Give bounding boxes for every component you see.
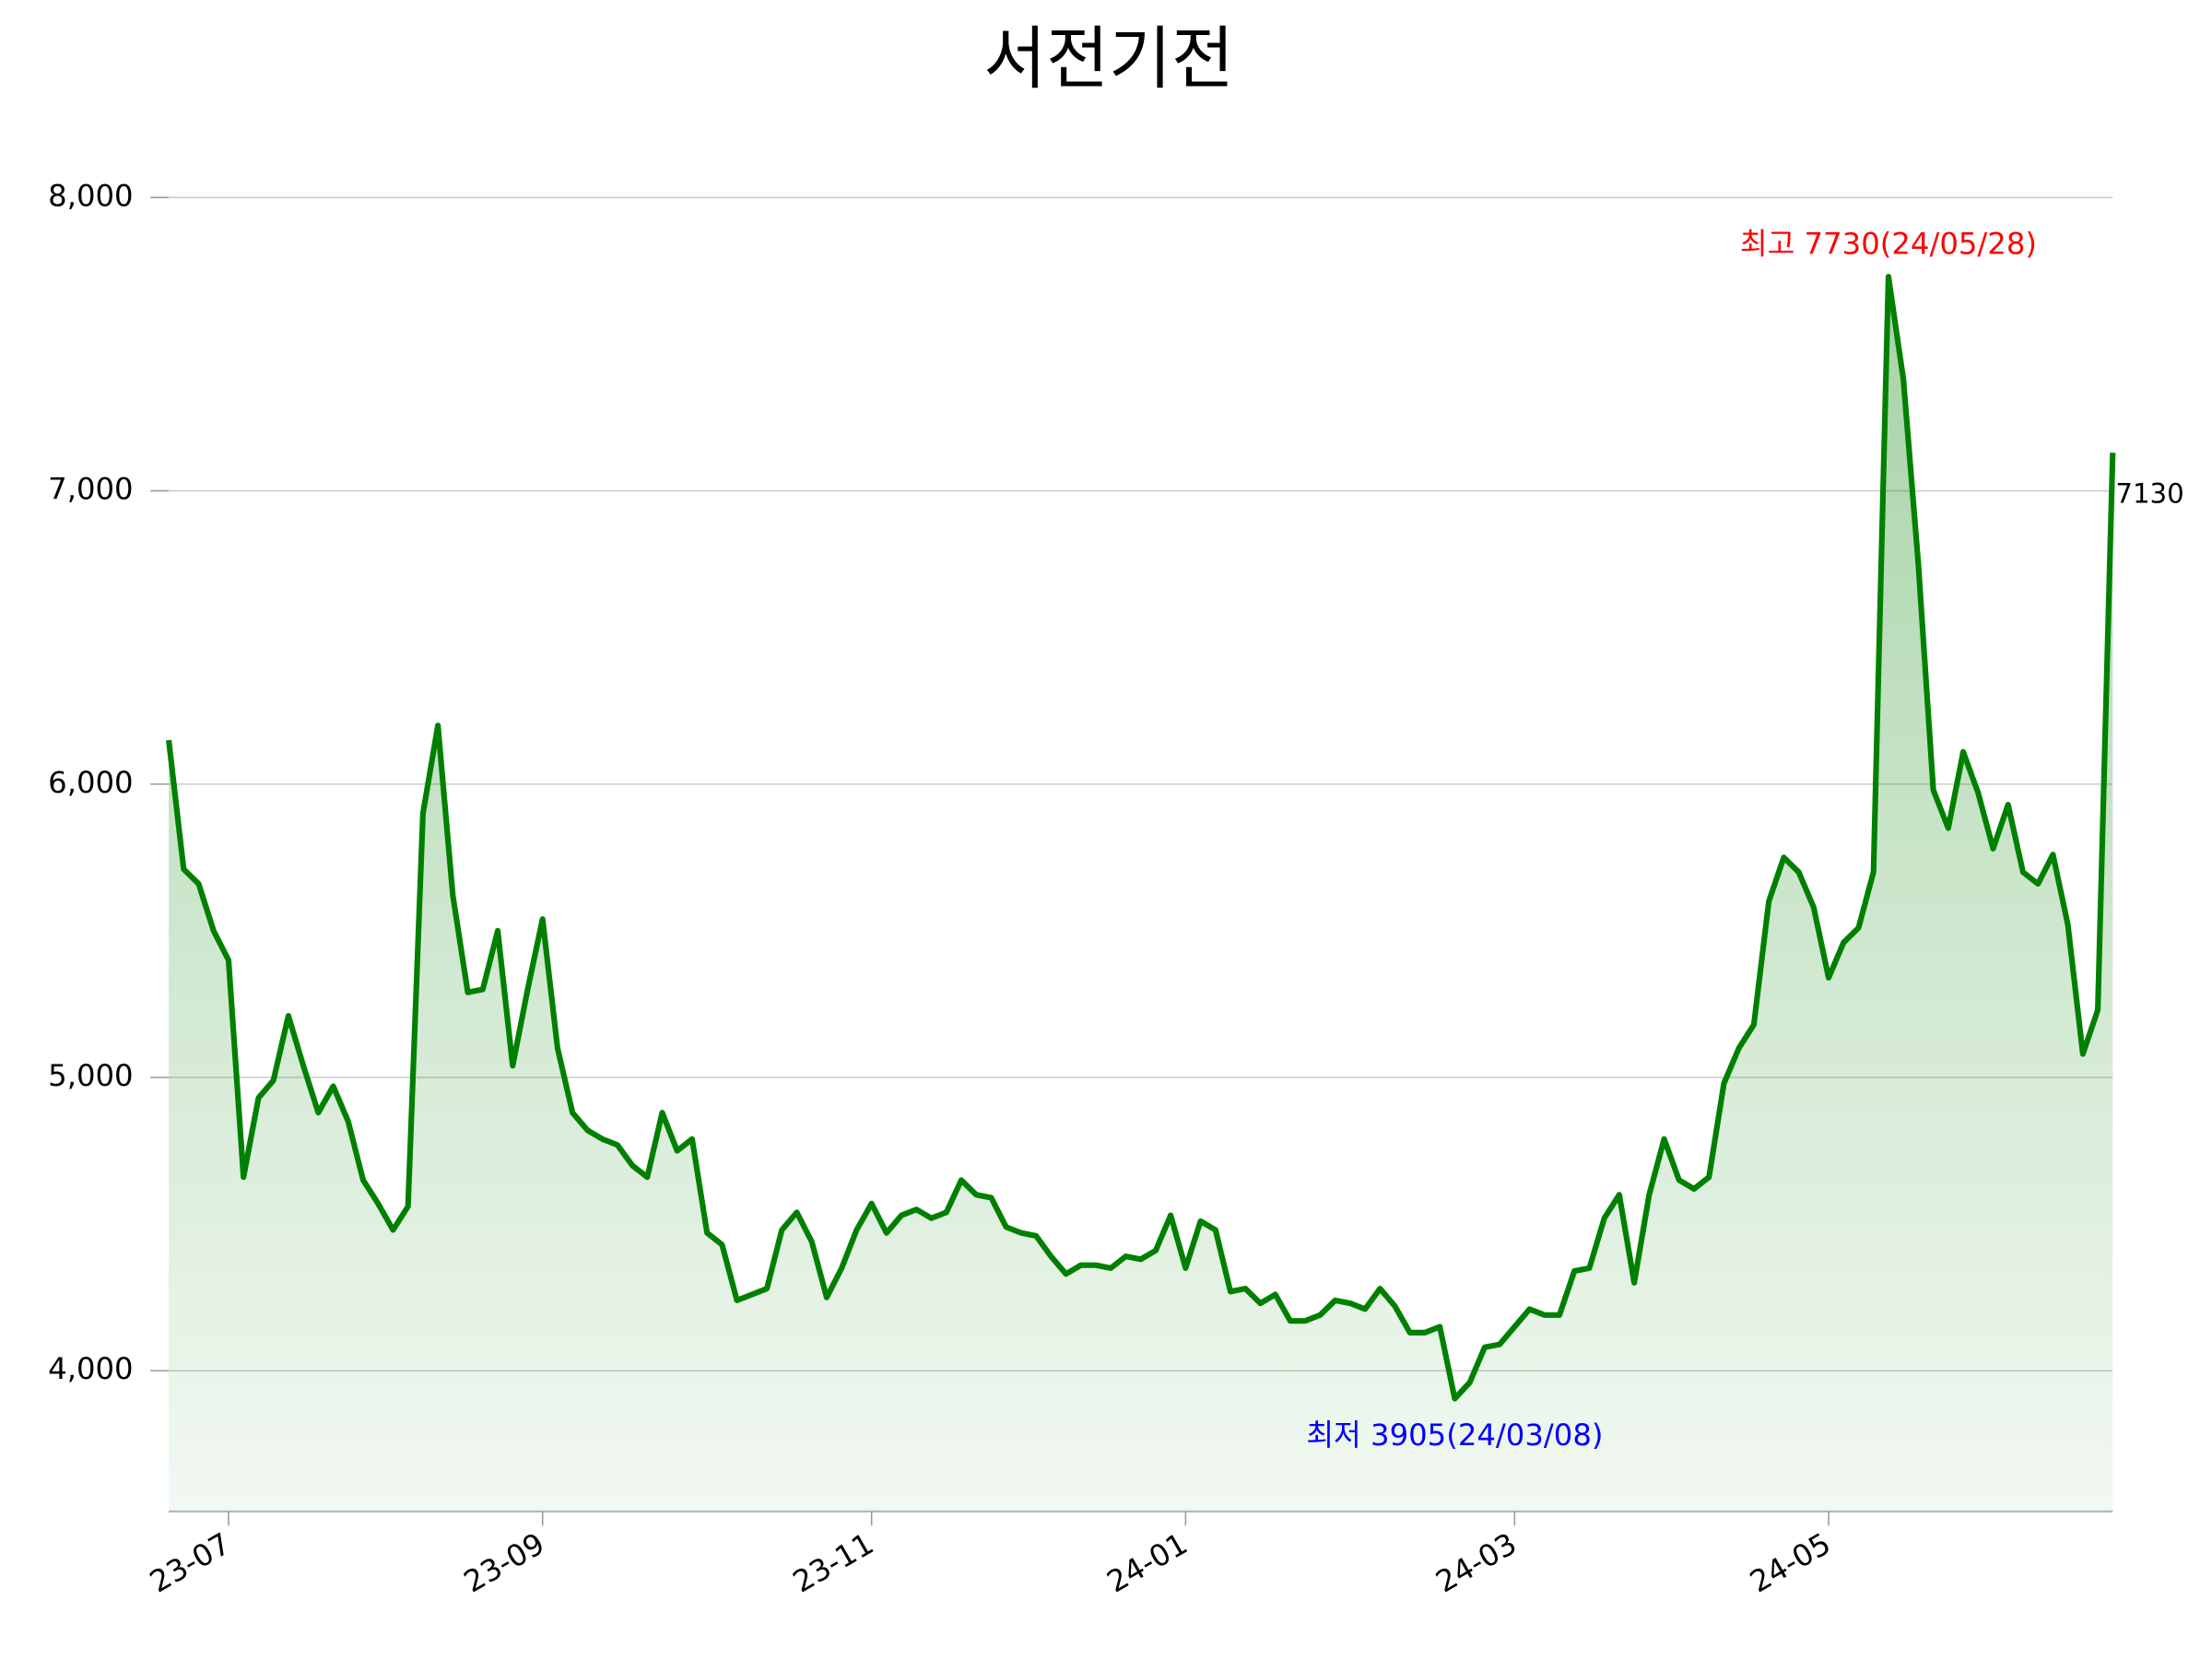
- y-tick-label: 4,000: [48, 1351, 133, 1386]
- x-tick-label: 23-11: [787, 1526, 879, 1600]
- last-value-label: 7130: [2115, 477, 2183, 509]
- x-tick-label: 23-07: [144, 1526, 236, 1600]
- y-tick-label: 6,000: [48, 765, 133, 800]
- x-tick-label: 23-09: [458, 1526, 550, 1600]
- x-tick-label: 24-03: [1430, 1526, 1523, 1600]
- chart-title: 서전기전: [983, 19, 1234, 99]
- y-tick-label: 5,000: [48, 1058, 133, 1093]
- x-tick-label: 24-05: [1744, 1526, 1836, 1600]
- x-tick-label: 24-01: [1101, 1526, 1194, 1600]
- low-label: 최저 3905(24/03/08): [1306, 1418, 1603, 1453]
- y-tick-label: 8,000: [48, 178, 133, 213]
- high-label: 최고 7730(24/05/28): [1740, 226, 2037, 261]
- y-tick-label: 7,000: [48, 472, 133, 507]
- area: [169, 276, 2113, 1512]
- line: [166, 274, 2116, 1402]
